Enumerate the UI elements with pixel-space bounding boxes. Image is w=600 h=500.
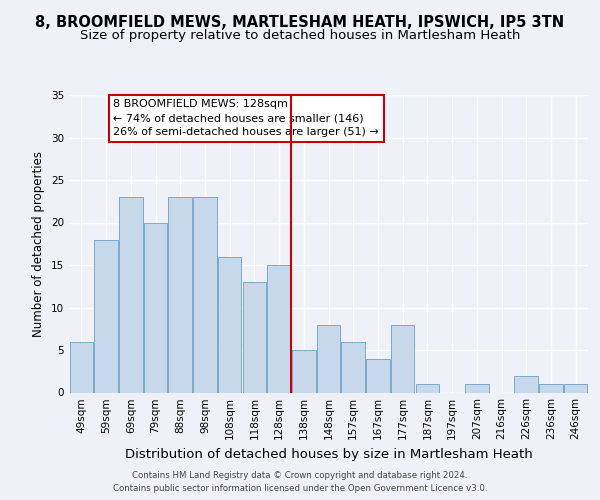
Bar xyxy=(416,384,439,392)
Bar xyxy=(292,350,316,393)
Bar xyxy=(465,384,488,392)
Bar xyxy=(193,197,217,392)
Bar xyxy=(317,324,340,392)
Bar xyxy=(391,324,415,392)
Text: Contains HM Land Registry data © Crown copyright and database right 2024.: Contains HM Land Registry data © Crown c… xyxy=(132,471,468,480)
Bar xyxy=(119,197,143,392)
Bar xyxy=(70,342,93,392)
Bar xyxy=(514,376,538,392)
Bar xyxy=(268,265,291,392)
Bar xyxy=(144,222,167,392)
Bar xyxy=(94,240,118,392)
Bar xyxy=(341,342,365,392)
Text: Contains public sector information licensed under the Open Government Licence v3: Contains public sector information licen… xyxy=(113,484,487,493)
Bar xyxy=(564,384,587,392)
X-axis label: Distribution of detached houses by size in Martlesham Heath: Distribution of detached houses by size … xyxy=(125,448,532,461)
Text: 8 BROOMFIELD MEWS: 128sqm
← 74% of detached houses are smaller (146)
26% of semi: 8 BROOMFIELD MEWS: 128sqm ← 74% of detac… xyxy=(113,100,379,138)
Bar xyxy=(218,256,241,392)
Y-axis label: Number of detached properties: Number of detached properties xyxy=(32,151,46,337)
Bar xyxy=(169,197,192,392)
Bar xyxy=(366,358,389,392)
Text: 8, BROOMFIELD MEWS, MARTLESHAM HEATH, IPSWICH, IP5 3TN: 8, BROOMFIELD MEWS, MARTLESHAM HEATH, IP… xyxy=(35,15,565,30)
Bar xyxy=(242,282,266,393)
Text: Size of property relative to detached houses in Martlesham Heath: Size of property relative to detached ho… xyxy=(80,28,520,42)
Bar xyxy=(539,384,563,392)
